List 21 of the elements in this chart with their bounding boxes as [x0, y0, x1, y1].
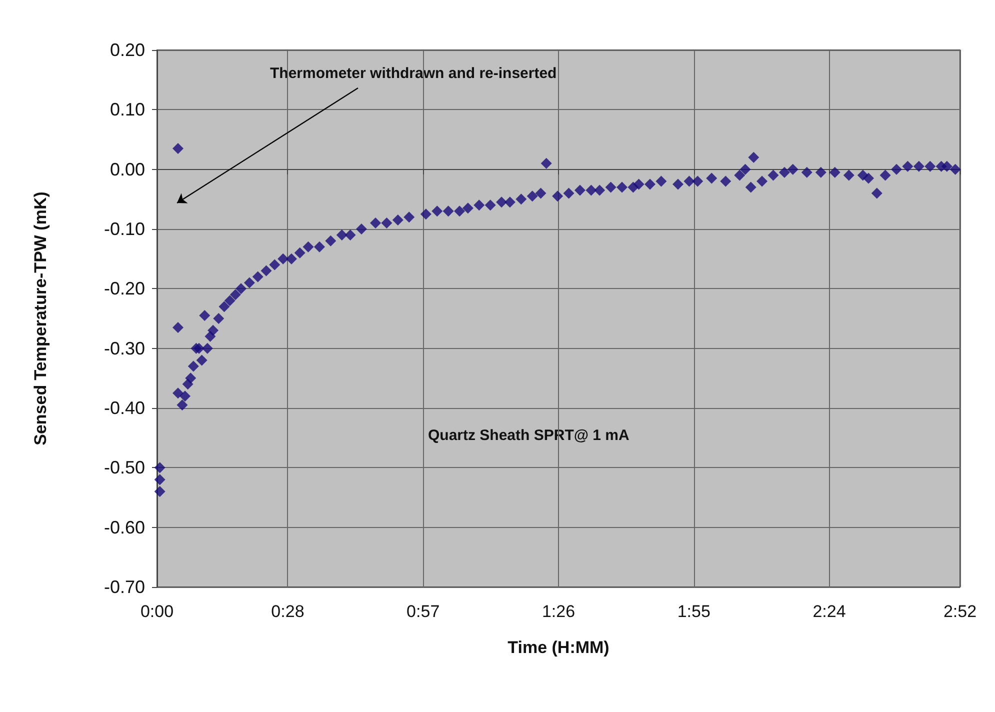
y-tick-label: -0.70: [104, 577, 145, 597]
x-tick-label: 0:28: [271, 602, 304, 621]
x-tick-label: 0:00: [140, 602, 174, 621]
annotation: Quartz Sheath SPRT@ 1 mA: [428, 427, 630, 444]
x-axis-title: Time (H:MM): [508, 638, 610, 657]
annotation: Thermometer withdrawn and re-inserted: [270, 65, 557, 82]
y-tick-label: -0.10: [104, 219, 145, 239]
y-tick-label: -0.30: [104, 338, 145, 358]
x-tick-label: 2:24: [812, 602, 846, 621]
x-tick-label: 0:57: [406, 602, 440, 621]
y-tick-label: -0.60: [104, 517, 145, 538]
y-tick-label: 0.20: [110, 40, 145, 60]
y-tick-label: -0.40: [104, 398, 145, 418]
y-tick-label: -0.50: [104, 458, 145, 478]
x-tick-label: 1:26: [542, 602, 576, 621]
y-tick-label: 0.10: [110, 100, 145, 120]
y-tick-label: 0.00: [110, 159, 145, 180]
y-tick-label: -0.20: [104, 278, 145, 299]
x-tick-label: 1:55: [677, 602, 710, 621]
x-tick-label: 2:52: [943, 602, 977, 621]
y-axis-title: Sensed Temperature-TPW (mK): [31, 192, 50, 446]
